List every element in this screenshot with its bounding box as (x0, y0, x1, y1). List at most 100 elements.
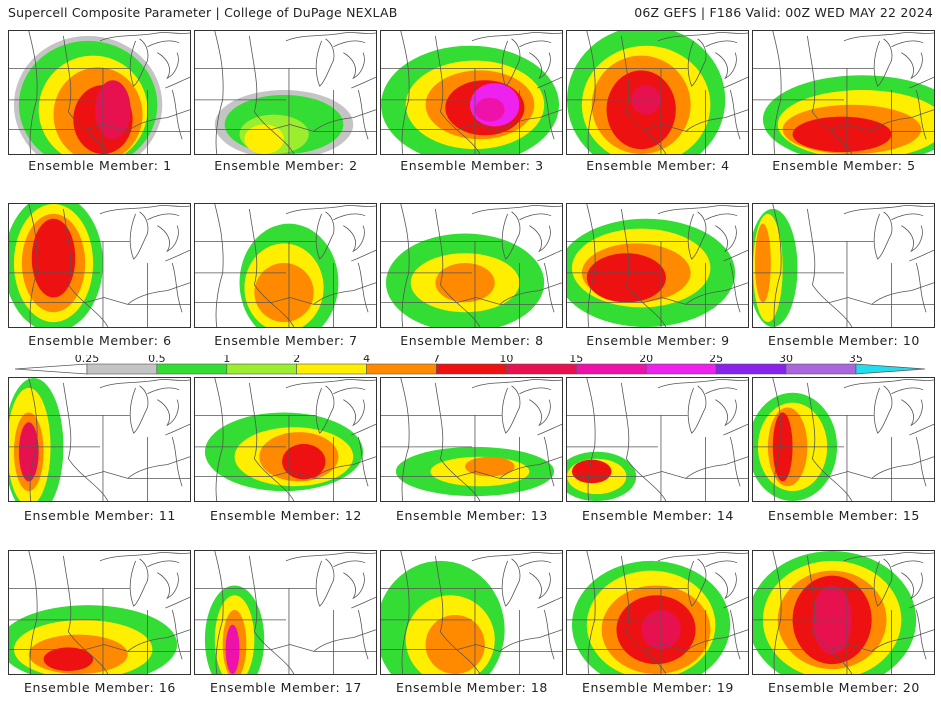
map-boundary-line (471, 552, 562, 562)
map-boundary-line (401, 99, 410, 154)
map-boundary-line (127, 282, 190, 305)
map-boundary-line (843, 32, 934, 42)
map-boundary-line (499, 109, 562, 132)
map-boundary-line (501, 558, 521, 607)
map-boundary-line (435, 35, 481, 154)
map-boundary-line (529, 225, 551, 253)
map-boundary-line (157, 225, 179, 253)
map-boundary-line (807, 555, 853, 674)
member-map-panel (752, 377, 935, 502)
map-boundary-line (315, 558, 335, 607)
map-boundary-line (729, 262, 741, 313)
map-boundary-line (99, 379, 190, 389)
map-boundary-line (687, 211, 707, 260)
member-label: Ensemble Member: 16 (24, 680, 176, 695)
map-boundary-line (351, 76, 376, 89)
map-boundary-line (501, 211, 521, 260)
map-boundary-line (901, 572, 923, 600)
map-boundary-line (400, 551, 410, 620)
map-boundary-line (215, 272, 224, 327)
map-boundary-line (807, 208, 853, 327)
member-map-panel (8, 550, 191, 675)
scp-contour-area (254, 263, 314, 323)
map-boundary-line (807, 35, 853, 154)
map-boundary-line (400, 204, 410, 273)
member-label: Ensemble Member: 5 (772, 158, 916, 173)
map-boundary-line (543, 609, 555, 660)
map-boundary-line (165, 249, 190, 262)
map-boundary-line (871, 456, 934, 479)
map-boundary-line (529, 399, 551, 427)
colorbar-segment (296, 363, 367, 375)
colorbar-tick-label: 1 (223, 355, 230, 365)
map-boundary-line (165, 76, 190, 89)
map-boundary-line (157, 572, 179, 600)
map-boundary-line (214, 378, 224, 447)
map-boundary-line (587, 272, 596, 327)
map-boundary-line (843, 205, 934, 215)
map-boundary-line (249, 382, 295, 501)
map-boundary-line (501, 38, 521, 87)
map-boundary-line (471, 205, 562, 215)
map-boundary-line (753, 644, 934, 652)
map-boundary-line (657, 205, 748, 215)
colorbar-segment (575, 363, 647, 375)
colorbar-tick-label: 0.5 (148, 355, 166, 365)
scp-contour-area (425, 614, 485, 674)
map-boundary-line (129, 211, 149, 260)
map-boundary-line (891, 213, 924, 221)
map-boundary-line (529, 52, 551, 80)
scp-contour-area (31, 218, 76, 298)
map-boundary-line (621, 382, 667, 501)
map-boundary-line (519, 40, 552, 48)
map-boundary-line (873, 385, 893, 434)
map-boundary-line (871, 282, 934, 305)
map-boundary-line (519, 387, 552, 395)
map-boundary-line (753, 124, 934, 132)
map-boundary-line (772, 378, 782, 447)
map-boundary-line (381, 644, 562, 652)
map-boundary-line (401, 272, 410, 327)
map-boundary-line (621, 555, 667, 674)
member-label: Ensemble Member: 18 (396, 680, 548, 695)
member-label: Ensemble Member: 6 (28, 333, 172, 348)
map-boundary-line (129, 385, 149, 434)
member-map-panel (752, 550, 935, 675)
map-boundary-line (28, 551, 38, 620)
map-boundary-line (214, 204, 224, 273)
colorbar-segment (86, 363, 158, 375)
map-boundary-line (723, 76, 748, 89)
map-boundary-line (195, 471, 376, 479)
member-label: Ensemble Member: 2 (214, 158, 358, 173)
member-map-panel (380, 550, 563, 675)
map-boundary-line (687, 38, 707, 87)
map-boundary-line (705, 387, 738, 395)
map-boundary-line (285, 32, 376, 42)
map-boundary-line (705, 560, 738, 568)
scp-contour-area (571, 459, 612, 484)
map-boundary-line (171, 89, 183, 140)
member-label: Ensemble Member: 13 (396, 508, 548, 523)
member-map-panel (380, 377, 563, 502)
map-boundary-line (873, 558, 893, 607)
colorbar-segment (785, 363, 857, 375)
map-boundary-line (723, 249, 748, 262)
map-boundary-line (357, 609, 369, 660)
map-boundary-line (400, 31, 410, 100)
map-boundary-line (586, 551, 596, 620)
scp-contour-area (244, 124, 285, 154)
map-boundary-line (315, 211, 335, 260)
map-boundary-line (249, 555, 295, 674)
colorbar-tick-label: 20 (639, 355, 653, 365)
colorbar-segment (715, 363, 787, 375)
map-boundary-line (729, 609, 741, 660)
map-boundary-line (313, 282, 376, 305)
map-boundary-line (129, 38, 149, 87)
map-boundary-line (915, 262, 927, 313)
scp-contour-area (18, 422, 39, 482)
map-boundary-line (871, 109, 934, 132)
map-boundary-line (357, 89, 369, 140)
map-boundary-line (543, 262, 555, 313)
map-boundary-line (705, 40, 738, 48)
map-boundary-line (381, 297, 562, 305)
